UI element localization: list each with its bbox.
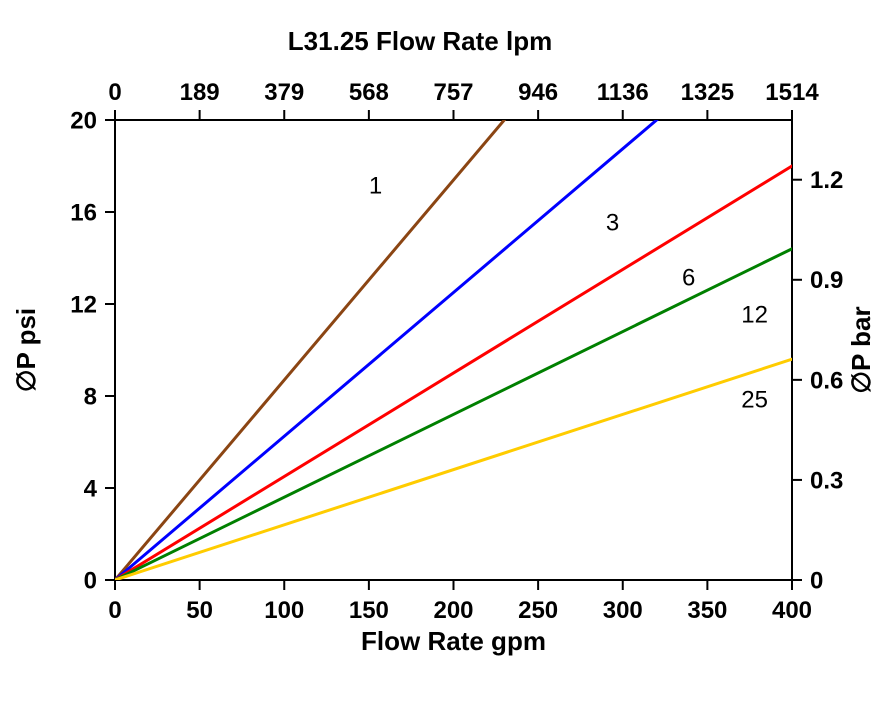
x-bottom-tick-label: 400 (772, 597, 812, 624)
series-line-25 (115, 315, 886, 580)
y-left-tick-label: 8 (84, 383, 97, 410)
y-right-tick-label: 0.9 (810, 267, 843, 294)
x-top-tick-label: 379 (264, 79, 304, 106)
y-right-tick-label: 0.6 (810, 367, 843, 394)
y-left-tick-label: 20 (70, 107, 97, 134)
chart-title-top: L31.25 Flow Rate lpm (288, 26, 552, 56)
y-right-tick-label: 0 (810, 567, 823, 594)
series-line-1 (115, 28, 582, 580)
x-bottom-tick-label: 350 (687, 597, 727, 624)
y-right-tick-label: 0.3 (810, 467, 843, 494)
x-bottom-tick-label: 0 (108, 597, 121, 624)
x-bottom-axis-label: Flow Rate gpm (361, 626, 546, 656)
x-bottom-tick-label: 100 (264, 597, 304, 624)
series-line-12 (115, 183, 886, 580)
y-right-tick-label: 1.2 (810, 167, 843, 194)
x-bottom-tick-label: 50 (186, 597, 213, 624)
series-line-6 (115, 83, 886, 580)
flow-rate-chart: 050100150200250300350400Flow Rate gpm018… (0, 0, 886, 702)
x-top-tick-label: 0 (108, 79, 121, 106)
x-top-tick-label: 1136 (597, 79, 649, 106)
x-top-tick-label: 1325 (681, 79, 734, 106)
y-left-tick-label: 4 (84, 475, 98, 502)
x-bottom-tick-label: 300 (603, 597, 643, 624)
series-label-3: 3 (606, 209, 619, 236)
series-label-12: 12 (741, 301, 768, 328)
series-label-1: 1 (369, 173, 382, 200)
x-bottom-tick-label: 250 (518, 597, 558, 624)
x-bottom-tick-label: 200 (433, 597, 473, 624)
y-left-axis-label: ∅P psi (11, 308, 41, 392)
y-left-tick-label: 12 (70, 291, 97, 318)
y-left-tick-label: 16 (70, 199, 97, 226)
x-top-tick-label: 946 (518, 79, 558, 106)
series-label-25: 25 (741, 387, 768, 414)
series-line-3 (115, 28, 765, 580)
x-top-tick-label: 1514 (765, 79, 819, 106)
x-top-tick-label: 757 (433, 79, 473, 106)
y-left-tick-label: 0 (84, 567, 97, 594)
x-top-tick-label: 568 (349, 79, 389, 106)
chart-container: 050100150200250300350400Flow Rate gpm018… (0, 0, 886, 702)
series-label-6: 6 (682, 265, 695, 292)
series-group (115, 28, 886, 580)
x-bottom-tick-label: 150 (349, 597, 389, 624)
plot-border (115, 120, 792, 580)
x-top-tick-label: 189 (180, 79, 220, 106)
y-right-axis-label: ∅P bar (846, 306, 876, 393)
